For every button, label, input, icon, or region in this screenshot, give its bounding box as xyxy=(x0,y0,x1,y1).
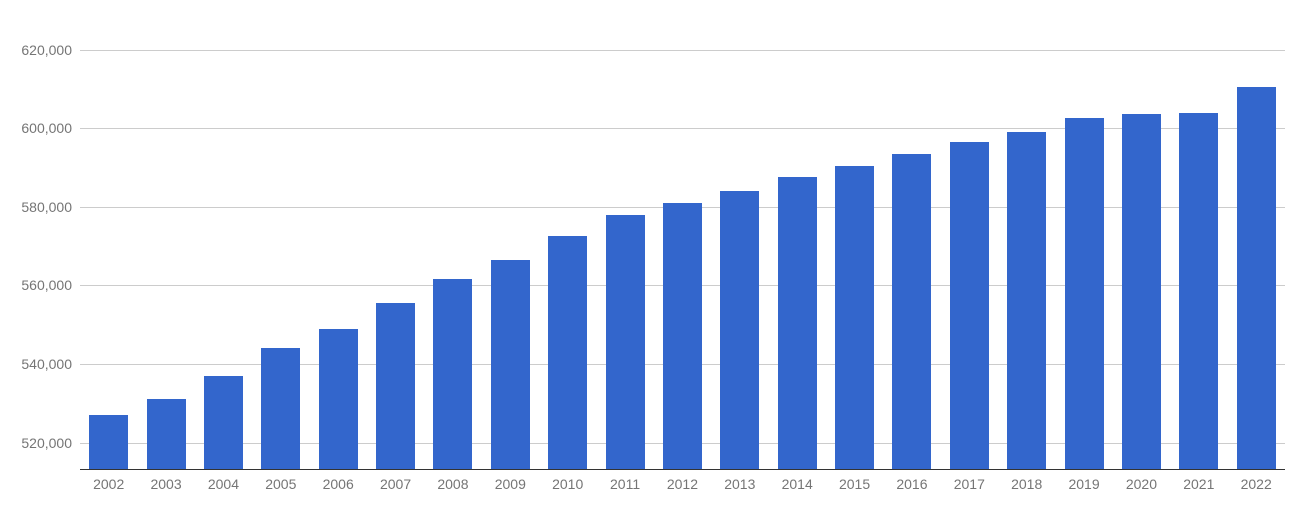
x-tick-label: 2018 xyxy=(1011,470,1042,492)
bar-slot: 2006 xyxy=(310,329,367,470)
bar xyxy=(1237,87,1276,470)
bar-slot: 2013 xyxy=(711,191,768,470)
x-tick-label: 2012 xyxy=(667,470,698,492)
bar-slot: 2014 xyxy=(769,177,826,470)
bar xyxy=(204,376,243,470)
x-tick-label: 2002 xyxy=(93,470,124,492)
bar-slot: 2010 xyxy=(539,236,596,470)
bar-slot: 2015 xyxy=(826,166,883,470)
bar-slot: 2020 xyxy=(1113,114,1170,470)
bar xyxy=(376,303,415,470)
bar xyxy=(548,236,587,470)
x-axis-line xyxy=(80,469,1285,470)
x-tick-label: 2011 xyxy=(610,470,640,492)
bar xyxy=(778,177,817,470)
bar xyxy=(491,260,530,470)
bar xyxy=(835,166,874,470)
bar xyxy=(1179,113,1218,471)
bar-slot: 2009 xyxy=(482,260,539,470)
bar xyxy=(720,191,759,470)
bar xyxy=(89,415,128,470)
x-tick-label: 2015 xyxy=(839,470,870,492)
bar xyxy=(950,142,989,470)
y-tick-label: 620,000 xyxy=(21,42,80,58)
bar-slot: 2021 xyxy=(1170,113,1227,471)
x-tick-label: 2013 xyxy=(724,470,755,492)
x-tick-label: 2008 xyxy=(437,470,468,492)
bar-slot: 2007 xyxy=(367,303,424,470)
x-tick-label: 2021 xyxy=(1183,470,1214,492)
x-tick-label: 2010 xyxy=(552,470,583,492)
bar-slot: 2002 xyxy=(80,415,137,470)
x-tick-label: 2004 xyxy=(208,470,239,492)
x-tick-label: 2003 xyxy=(150,470,181,492)
bar-slot: 2003 xyxy=(137,399,194,470)
bar xyxy=(1065,118,1104,470)
bar-slot: 2018 xyxy=(998,132,1055,470)
y-tick-label: 540,000 xyxy=(21,356,80,372)
x-tick-label: 2016 xyxy=(896,470,927,492)
bar xyxy=(1122,114,1161,470)
bar-slot: 2022 xyxy=(1228,87,1285,470)
x-tick-label: 2009 xyxy=(495,470,526,492)
bar-slot: 2005 xyxy=(252,348,309,470)
x-tick-label: 2017 xyxy=(954,470,985,492)
x-tick-label: 2022 xyxy=(1241,470,1272,492)
bar-slot: 2019 xyxy=(1055,118,1112,470)
bar-slot: 2011 xyxy=(596,215,653,470)
x-tick-label: 2006 xyxy=(323,470,354,492)
bar xyxy=(433,279,472,470)
bar xyxy=(319,329,358,470)
x-tick-label: 2020 xyxy=(1126,470,1157,492)
bar-slot: 2008 xyxy=(424,279,481,470)
bar xyxy=(261,348,300,470)
bar xyxy=(147,399,186,470)
bar-slot: 2012 xyxy=(654,203,711,470)
bar-slot: 2017 xyxy=(941,142,998,470)
bars-container: 2002200320042005200620072008200920102011… xyxy=(80,30,1285,470)
x-tick-label: 2019 xyxy=(1068,470,1099,492)
y-tick-label: 580,000 xyxy=(21,199,80,215)
bar-chart: 520,000 540,000 560,000 580,000 600,000 620,0… xyxy=(0,0,1305,510)
x-tick-label: 2007 xyxy=(380,470,411,492)
y-tick-label: 600,000 xyxy=(21,120,80,136)
bar xyxy=(606,215,645,470)
plot-area: 520,000540,000560,000580,000600,000620,0… xyxy=(80,30,1285,470)
y-tick-label: 520,000 xyxy=(21,435,80,451)
bar xyxy=(892,154,931,470)
x-tick-label: 2014 xyxy=(782,470,813,492)
y-tick-label: 560,000 xyxy=(21,277,80,293)
x-tick-label: 2005 xyxy=(265,470,296,492)
bar xyxy=(663,203,702,470)
bar-slot: 2016 xyxy=(883,154,940,470)
bar xyxy=(1007,132,1046,470)
bar-slot: 2004 xyxy=(195,376,252,470)
